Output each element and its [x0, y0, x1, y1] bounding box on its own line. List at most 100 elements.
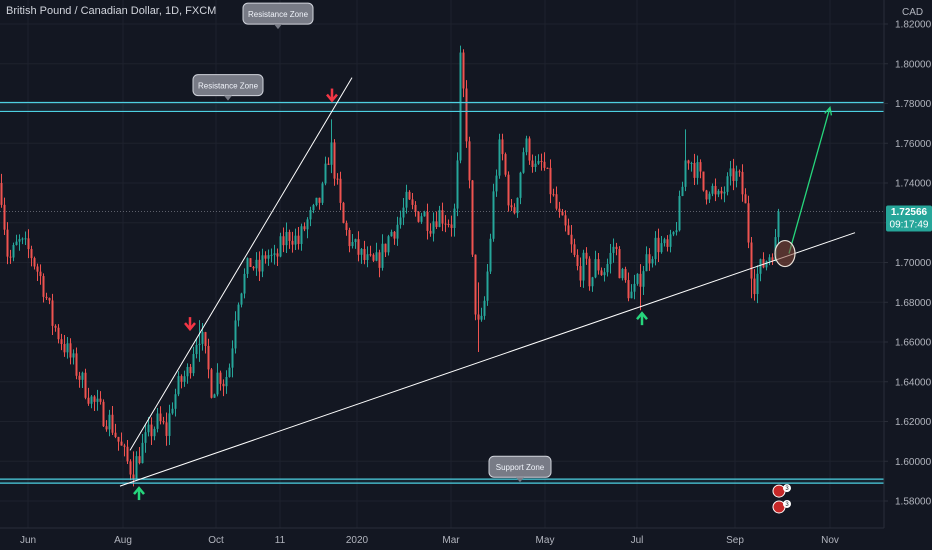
candle-body[interactable]	[438, 210, 441, 227]
candle-body[interactable]	[117, 436, 120, 442]
candle-body[interactable]	[144, 432, 147, 443]
candle-body[interactable]	[162, 421, 165, 423]
candle-body[interactable]	[738, 171, 741, 173]
candle-body[interactable]	[456, 160, 459, 209]
candle-body[interactable]	[387, 236, 390, 253]
candle-body[interactable]	[243, 273, 246, 294]
candle-body[interactable]	[84, 372, 87, 398]
candle-body[interactable]	[105, 426, 108, 430]
candle-body[interactable]	[462, 52, 465, 89]
candle-body[interactable]	[378, 252, 381, 268]
candle-body[interactable]	[168, 413, 171, 436]
candle-body[interactable]	[93, 396, 96, 402]
candle-body[interactable]	[660, 243, 663, 253]
candle-body[interactable]	[645, 254, 648, 272]
candle-body[interactable]	[69, 343, 72, 358]
candle-body[interactable]	[681, 186, 684, 197]
candle-body[interactable]	[606, 264, 609, 273]
candle-body[interactable]	[75, 353, 78, 376]
candle-body[interactable]	[531, 160, 534, 167]
candle-body[interactable]	[582, 252, 585, 281]
candle-body[interactable]	[639, 273, 642, 287]
candle-body[interactable]	[321, 183, 324, 203]
candle-body[interactable]	[36, 266, 39, 272]
candle-body[interactable]	[123, 445, 126, 447]
candle-body[interactable]	[90, 396, 93, 404]
candle-body[interactable]	[369, 254, 372, 256]
candle-body[interactable]	[372, 254, 375, 261]
callout-label[interactable]: Support Zone	[488, 455, 552, 483]
candle-body[interactable]	[225, 376, 228, 387]
candle-body[interactable]	[156, 413, 159, 429]
candle-body[interactable]	[453, 208, 456, 228]
candle-body[interactable]	[102, 401, 105, 427]
candle-body[interactable]	[375, 252, 378, 261]
candle-body[interactable]	[24, 238, 27, 240]
candle-body[interactable]	[48, 298, 51, 301]
candle-body[interactable]	[771, 257, 774, 261]
candle-body[interactable]	[750, 242, 753, 279]
candle-body[interactable]	[708, 193, 711, 200]
candle-body[interactable]	[180, 376, 183, 382]
candle-body[interactable]	[549, 167, 552, 195]
candle-body[interactable]	[669, 234, 672, 247]
candle-body[interactable]	[726, 176, 729, 192]
candle-body[interactable]	[171, 408, 174, 414]
candle-body[interactable]	[147, 424, 150, 433]
candle-body[interactable]	[417, 211, 420, 222]
candle-body[interactable]	[429, 230, 432, 234]
candle-body[interactable]	[663, 239, 666, 244]
candle-body[interactable]	[768, 257, 771, 262]
candle-body[interactable]	[57, 327, 60, 340]
candle-body[interactable]	[642, 271, 645, 287]
candle-body[interactable]	[141, 442, 144, 464]
down-arrow-icon[interactable]	[326, 88, 338, 103]
candle-body[interactable]	[279, 236, 282, 257]
candle-body[interactable]	[600, 270, 603, 276]
candle-body[interactable]	[573, 244, 576, 255]
candle-body[interactable]	[300, 226, 303, 244]
candle-body[interactable]	[747, 203, 750, 243]
candle-body[interactable]	[357, 239, 360, 255]
candle-body[interactable]	[411, 199, 414, 205]
candle-body[interactable]	[120, 441, 123, 446]
candle-body[interactable]	[720, 190, 723, 194]
candle-body[interactable]	[576, 254, 579, 267]
candle-body[interactable]	[150, 424, 153, 437]
projection-arrow-line[interactable]	[788, 107, 831, 254]
candle-body[interactable]	[636, 273, 639, 284]
candle-body[interactable]	[333, 142, 336, 179]
candle-body[interactable]	[714, 185, 717, 195]
candle-body[interactable]	[540, 160, 543, 162]
candle-body[interactable]	[675, 230, 678, 233]
candle-body[interactable]	[192, 354, 195, 374]
candle-body[interactable]	[657, 237, 660, 253]
candle-body[interactable]	[264, 255, 267, 259]
candle-body[interactable]	[447, 224, 450, 226]
candle-body[interactable]	[543, 161, 546, 168]
candle-body[interactable]	[702, 171, 705, 191]
candle-body[interactable]	[741, 171, 744, 195]
candle-body[interactable]	[396, 224, 399, 239]
candle-body[interactable]	[594, 259, 597, 278]
candle-body[interactable]	[489, 238, 492, 272]
candle-body[interactable]	[693, 163, 696, 178]
candle-body[interactable]	[744, 194, 747, 204]
candle-body[interactable]	[687, 160, 690, 164]
candle-body[interactable]	[552, 194, 555, 196]
candle-body[interactable]	[405, 191, 408, 208]
candle-body[interactable]	[609, 252, 612, 265]
candle-body[interactable]	[177, 376, 180, 395]
candle-body[interactable]	[699, 162, 702, 172]
candle-body[interactable]	[273, 253, 276, 255]
candle-body[interactable]	[651, 259, 654, 264]
candle-body[interactable]	[108, 414, 111, 430]
candle-body[interactable]	[114, 432, 117, 437]
callout-label[interactable]: Resistance Zone	[242, 2, 314, 30]
candle-body[interactable]	[570, 234, 573, 245]
candle-body[interactable]	[96, 398, 99, 402]
candle-body[interactable]	[459, 52, 462, 161]
last-price-tag[interactable]: 1.72566 09:17:49	[886, 205, 932, 232]
candle-body[interactable]	[723, 191, 726, 194]
